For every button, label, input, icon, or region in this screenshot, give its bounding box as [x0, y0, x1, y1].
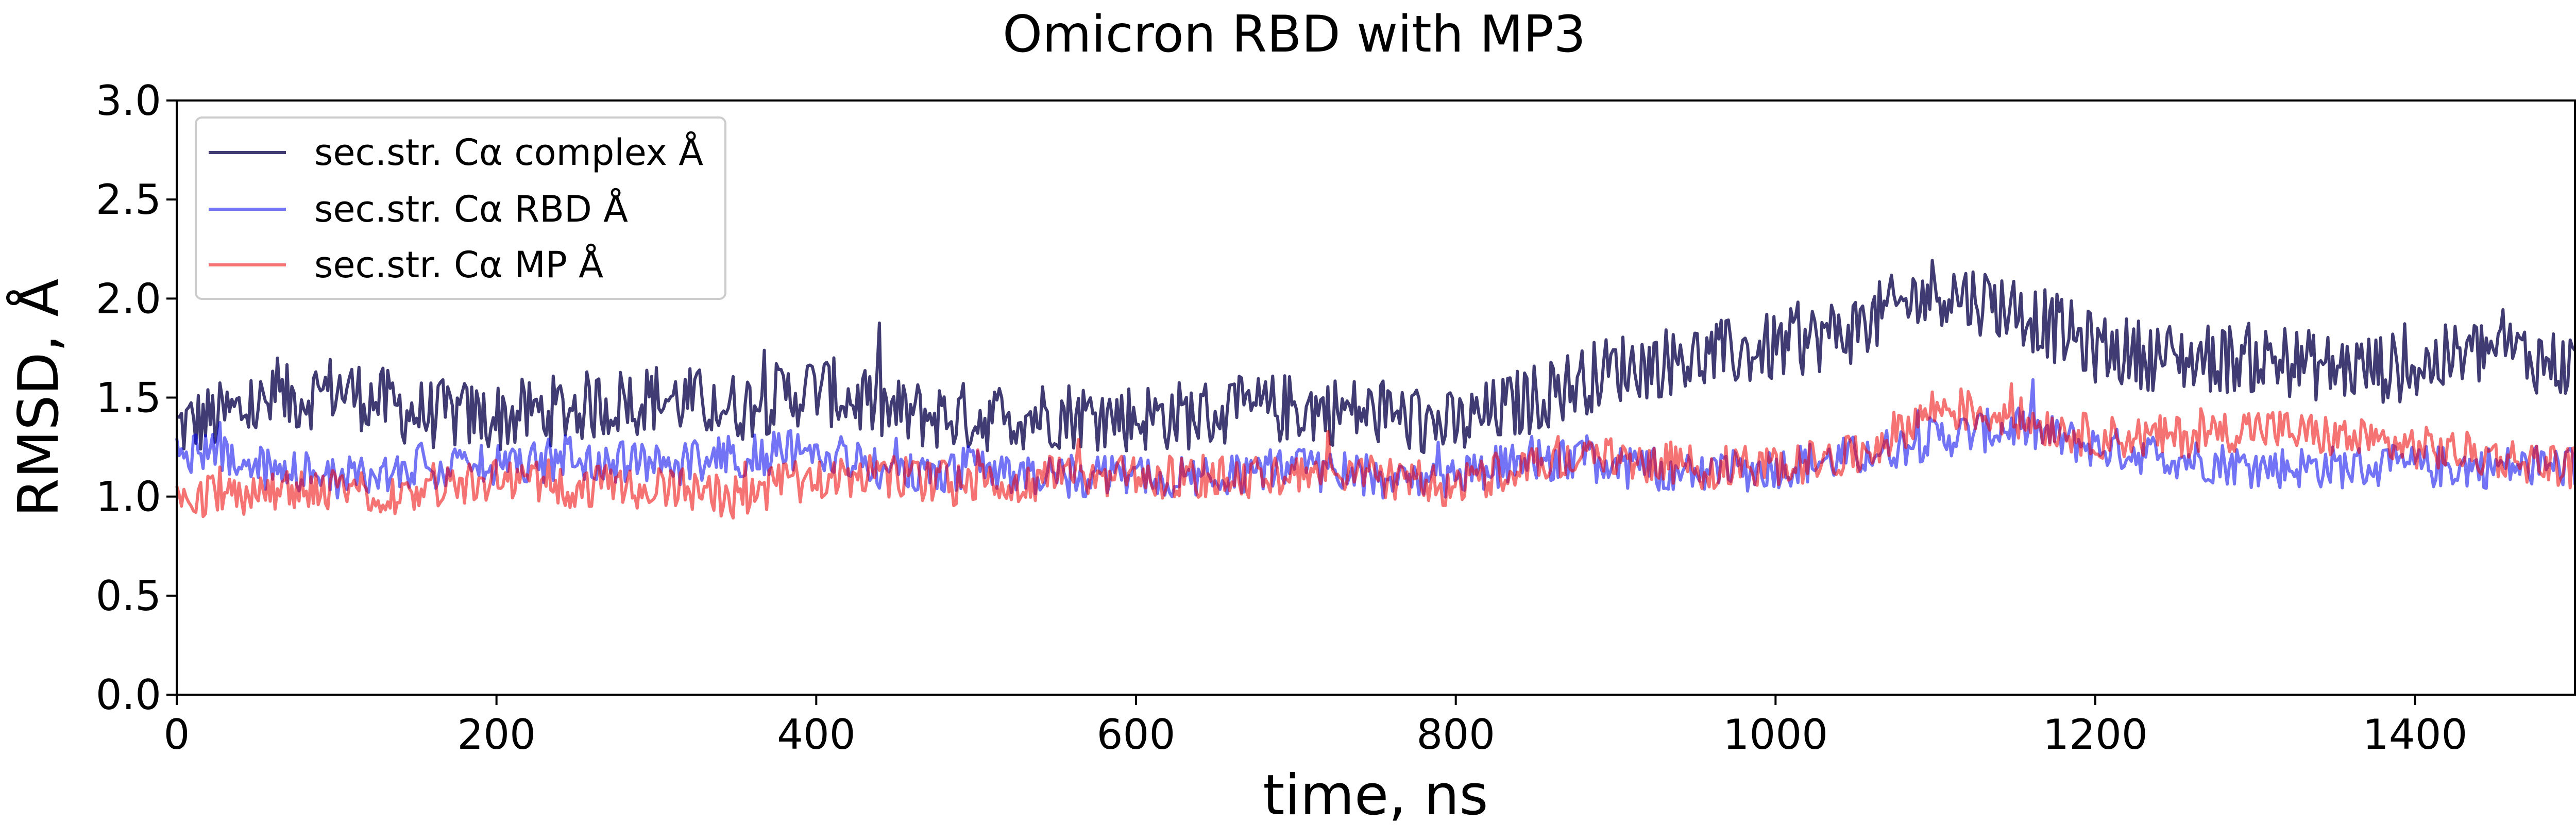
x-tick-label: 400	[777, 711, 856, 759]
y-tick-label: 0.0	[96, 671, 161, 719]
x-tick-label: 800	[1416, 711, 1495, 759]
y-tick-label: 3.0	[96, 77, 161, 125]
series-line-0	[176, 259, 2576, 455]
x-tick-label: 0	[164, 711, 190, 759]
x-axis: 0 200 400 600 800 1000 1200 1400	[164, 695, 2468, 759]
series-line-2	[175, 382, 2576, 520]
x-axis-label: time, ns	[1263, 763, 1488, 828]
legend-label-rbd: sec.str. Cα RBD Å	[314, 188, 628, 230]
y-tick-label: 0.5	[96, 572, 161, 620]
legend-label-mp: sec.str. Cα MP Å	[314, 244, 603, 286]
series-line-1	[175, 378, 2576, 500]
series-layer	[175, 259, 2576, 520]
legend-label-complex: sec.str. Cα complex Å	[314, 131, 703, 174]
chart-title: Omicron RBD with MP3	[1003, 5, 1586, 64]
y-tick-label: 2.5	[96, 176, 161, 224]
y-axis-label: RMSD, Å	[6, 279, 71, 517]
x-tick-label: 1000	[1723, 711, 1828, 759]
x-tick-label: 1400	[2363, 711, 2468, 759]
x-tick-label: 200	[457, 711, 536, 759]
x-tick-label: 1200	[2043, 711, 2148, 759]
y-tick-label: 1.5	[96, 374, 161, 422]
y-axis: 0.0 0.5 1.0 1.5 2.0 2.5 3.0	[96, 77, 177, 719]
y-tick-label: 2.0	[96, 275, 161, 323]
y-tick-label: 1.0	[96, 473, 161, 521]
legend-box	[195, 116, 726, 300]
x-tick-label: 600	[1097, 711, 1176, 759]
legend: sec.str. Cα complex Å sec.str. Cα RBD Å …	[195, 116, 726, 300]
